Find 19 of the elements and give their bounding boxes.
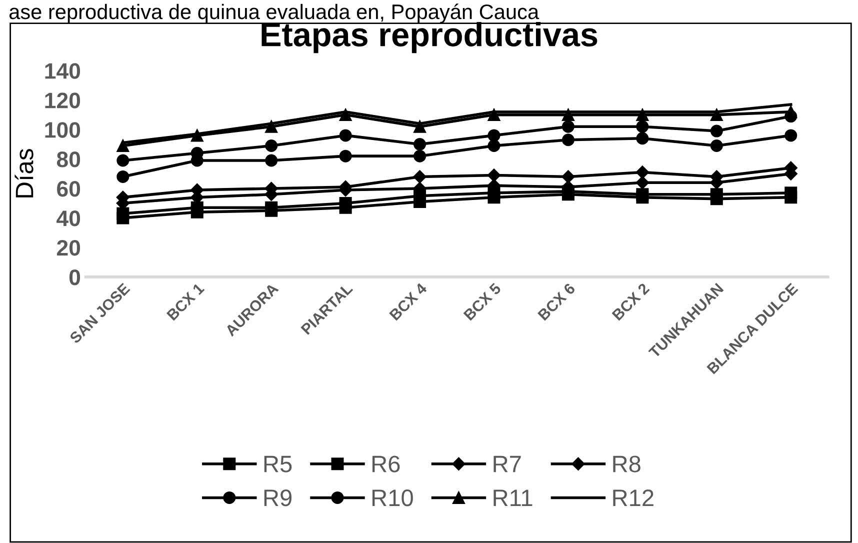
y-tick-label: 120 bbox=[45, 92, 80, 108]
y-tick-label: 60 bbox=[57, 181, 80, 197]
y-axis-title: Días bbox=[14, 148, 34, 198]
legend-label: R10 bbox=[372, 490, 413, 506]
legend-label: R6 bbox=[372, 456, 400, 472]
y-tick-label: 20 bbox=[56, 240, 80, 256]
y-tick-label: 0 bbox=[69, 269, 80, 286]
y-tick-label: 80 bbox=[56, 152, 80, 168]
legend-label: R7 bbox=[494, 456, 521, 472]
y-tick-label: 40 bbox=[56, 210, 80, 226]
chart-title: Etapas reproductivas bbox=[262, 22, 598, 54]
legend-label: R9 bbox=[264, 490, 292, 506]
y-tick-label: 140 bbox=[45, 63, 80, 79]
legend-label: R12 bbox=[613, 490, 654, 506]
legend-label: R5 bbox=[264, 456, 292, 472]
legend-label: R8 bbox=[613, 456, 640, 472]
legend-label: R11 bbox=[494, 490, 532, 506]
text: ase reproductiva de quinua evaluada en, Popayán Cauca bbox=[9, 4, 540, 24]
y-tick-label: 100 bbox=[45, 122, 80, 138]
